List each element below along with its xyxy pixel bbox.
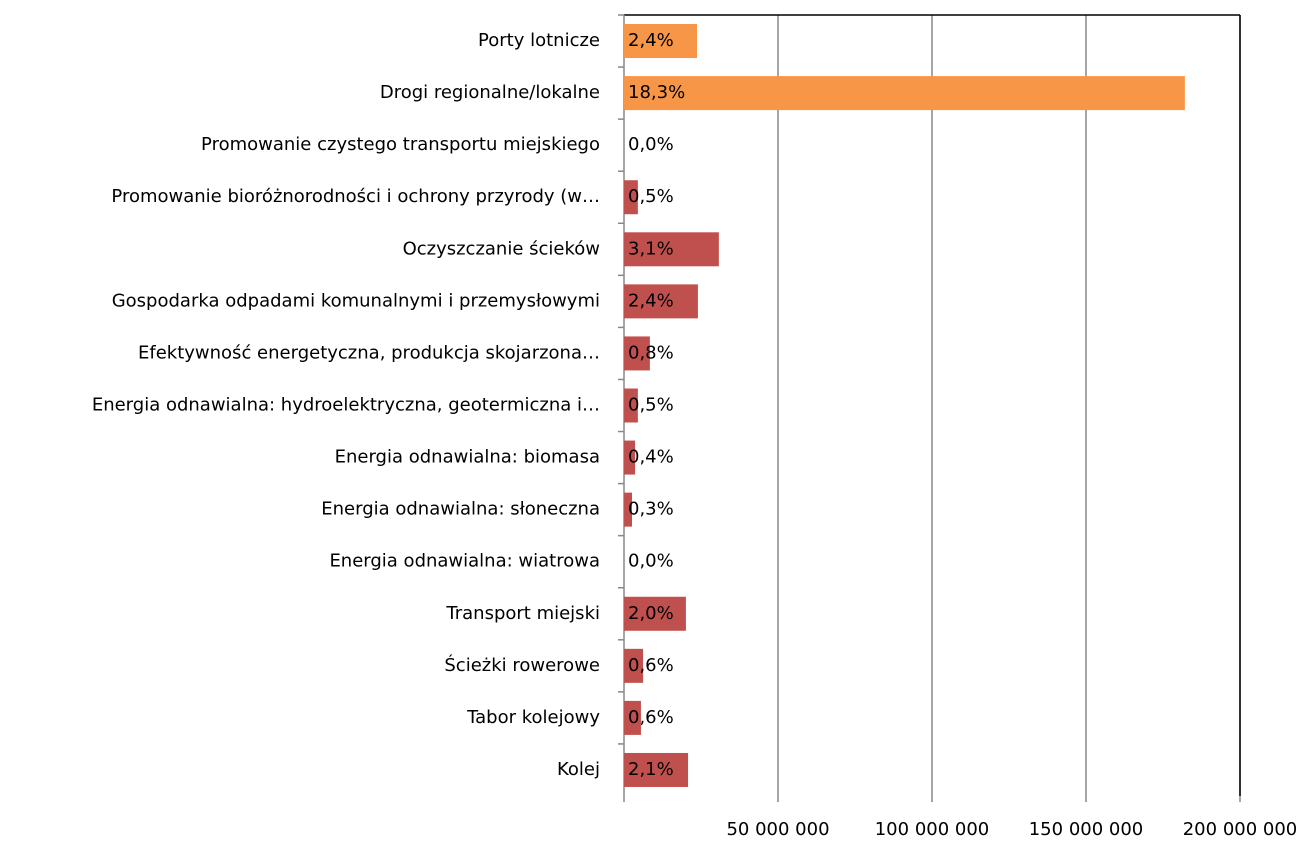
share-label: 0,8% xyxy=(628,342,674,363)
y-tick-label: Gospodarka odpadami komunalnymi i przemy… xyxy=(112,290,600,311)
share-label: 0,5% xyxy=(628,395,674,416)
share-label: 2,4% xyxy=(628,30,674,51)
x-tick-label: 200 000 000 xyxy=(1183,819,1298,840)
share-label: 0,0% xyxy=(628,134,674,155)
share-label: 3,1% xyxy=(628,238,674,259)
bar xyxy=(624,388,638,423)
x-tick-label: 150 000 000 xyxy=(1029,819,1144,840)
bar xyxy=(624,76,1185,111)
share-label: 0,5% xyxy=(628,186,674,207)
y-tick-label: Energia odnawialna: biomasa xyxy=(335,447,600,468)
bar xyxy=(624,700,641,735)
bar xyxy=(624,648,644,683)
share-label: 0,4% xyxy=(628,447,674,468)
bar xyxy=(624,752,689,787)
share-label: 0,3% xyxy=(628,499,674,520)
y-tick-label: Promowanie czystego transportu miejskieg… xyxy=(201,134,600,155)
y-tick-label: Drogi regionalne/lokalne xyxy=(380,82,600,103)
share-label: 2,4% xyxy=(628,290,674,311)
bar xyxy=(624,232,719,267)
y-tick-label: Promowanie bioróżnorodności i ochrony pr… xyxy=(111,186,600,207)
bar xyxy=(624,440,636,475)
bar xyxy=(624,336,650,371)
y-tick-label: Kolej xyxy=(557,759,600,780)
y-tick-label: Energia odnawialna: hydroelektryczna, ge… xyxy=(92,395,600,416)
y-tick-label: Tabor kolejowy xyxy=(466,707,600,728)
bar xyxy=(624,284,698,319)
bar xyxy=(624,24,697,59)
x-tick-label: 50 000 000 xyxy=(726,819,829,840)
y-tick-label: Porty lotnicze xyxy=(478,30,600,51)
share-label: 0,6% xyxy=(628,707,674,728)
share-label: 0,6% xyxy=(628,655,674,676)
bar xyxy=(624,492,633,527)
y-tick-label: Energia odnawialna: wiatrowa xyxy=(329,551,600,572)
share-label: 0,0% xyxy=(628,551,674,572)
bar xyxy=(624,596,686,631)
share-label: 2,1% xyxy=(628,759,674,780)
y-tick-label: Transport miejski xyxy=(445,603,600,624)
y-tick-label: Energia odnawialna: słoneczna xyxy=(321,499,600,520)
share-label: 18,3% xyxy=(628,82,685,103)
y-tick-label: Ścieżki rowerowe xyxy=(444,654,600,676)
bar xyxy=(624,180,638,215)
x-tick-label: 100 000 000 xyxy=(875,819,990,840)
y-tick-label: Efektywność energetyczna, produkcja skoj… xyxy=(138,342,600,363)
y-tick-label: Oczyszczanie ścieków xyxy=(403,238,600,259)
share-label: 2,0% xyxy=(628,603,674,624)
